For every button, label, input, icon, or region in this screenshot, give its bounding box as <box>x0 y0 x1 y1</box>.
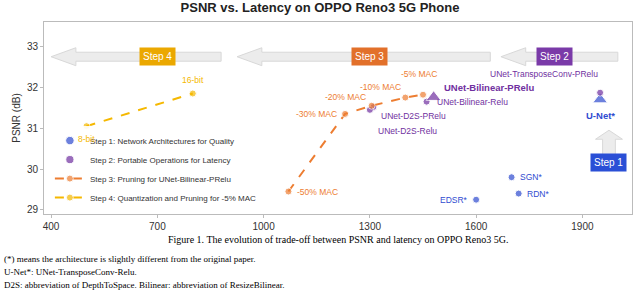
svg-text:EDSR*: EDSR* <box>440 195 468 205</box>
svg-text:16-bit: 16-bit <box>182 75 204 85</box>
svg-text:Figure 1. The evolution of tra: Figure 1. The evolution of trade-off bet… <box>168 234 508 245</box>
svg-text:Step 1: Step 1 <box>594 157 623 168</box>
svg-text:31: 31 <box>27 123 39 134</box>
svg-text:PSNR vs. Latency on OPPO Reno3: PSNR vs. Latency on OPPO Reno3 5G Phone <box>181 0 460 15</box>
svg-text:PSNR (dB): PSNR (dB) <box>11 93 22 142</box>
svg-text:UNet-D2S-Relu: UNet-D2S-Relu <box>378 126 437 136</box>
svg-text:UNet-D2S-PRelu: UNet-D2S-PRelu <box>381 111 446 121</box>
svg-text:400: 400 <box>43 221 60 232</box>
svg-text:-10% MAC: -10% MAC <box>360 82 401 92</box>
svg-text:U-Net*: UNet-TransposeConv-Rel: U-Net*: UNet-TransposeConv-Relu. <box>4 267 137 277</box>
svg-text:700: 700 <box>149 221 166 232</box>
svg-text:Step 4: Step 4 <box>143 51 172 62</box>
svg-text:Step 4: Quantization and Pruni: Step 4: Quantization and Pruning for -5%… <box>90 194 256 203</box>
svg-text:UNet-TransposeConv-PRelu: UNet-TransposeConv-PRelu <box>490 69 598 79</box>
svg-text:Step 1: Network Architectures: Step 1: Network Architectures for Qualit… <box>90 137 234 146</box>
svg-text:SGN*: SGN* <box>520 172 542 182</box>
svg-text:U-Net*: U-Net* <box>586 110 615 121</box>
svg-text:UNet-Bilinear-PRelu: UNet-Bilinear-PRelu <box>444 82 534 93</box>
svg-text:-5% MAC: -5% MAC <box>401 69 437 79</box>
svg-text:1600: 1600 <box>465 221 488 232</box>
svg-text:29: 29 <box>27 204 39 215</box>
svg-text:-50% MAC: -50% MAC <box>297 187 338 197</box>
svg-text:33: 33 <box>27 41 39 52</box>
svg-text:32: 32 <box>27 82 39 93</box>
svg-text:RDN*: RDN* <box>527 189 549 199</box>
svg-text:1900: 1900 <box>571 221 594 232</box>
svg-text:UNet-Bilinear-Relu: UNet-Bilinear-Relu <box>437 97 508 107</box>
svg-text:Step 2: Step 2 <box>540 51 569 62</box>
svg-text:Step 2: Portable Operations fo: Step 2: Portable Operations for Latency <box>90 156 231 165</box>
svg-text:1300: 1300 <box>359 221 382 232</box>
svg-text:-20% MAC: -20% MAC <box>325 92 366 102</box>
svg-text:D2S: abbreviation of DepthToSp: D2S: abbreviation of DepthToSpace. Bilin… <box>4 280 285 290</box>
svg-text:1000: 1000 <box>252 221 275 232</box>
svg-text:8-bit: 8-bit <box>78 134 95 144</box>
svg-text:(*) means the architecture is: (*) means the architecture is slightly d… <box>4 254 256 264</box>
svg-text:-30% MAC: -30% MAC <box>296 109 337 119</box>
svg-text:Step 3: Step 3 <box>355 51 384 62</box>
svg-text:Step 3: Pruning for UNet-Bilin: Step 3: Pruning for UNet-Bilinear-PRelu <box>90 175 231 184</box>
svg-text:30: 30 <box>27 164 39 175</box>
